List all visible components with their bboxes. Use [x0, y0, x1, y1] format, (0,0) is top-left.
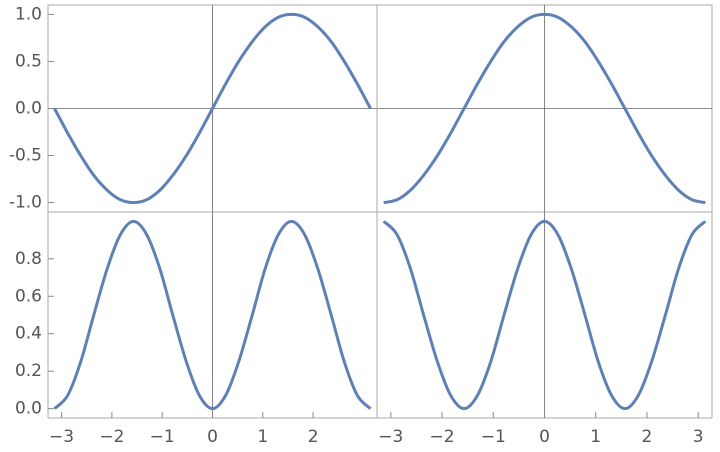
curve — [53, 219, 372, 411]
x-tick-label: −1 — [150, 427, 175, 447]
y-tick-label: 0.5 — [15, 51, 42, 71]
y-tick-label: 0.2 — [15, 361, 42, 381]
x-tick-label: 1 — [590, 427, 601, 447]
curve — [382, 219, 707, 411]
x-tick-label: −3 — [378, 427, 403, 447]
y-tick-label: -1.0 — [9, 193, 42, 213]
y-tick-label: 0.8 — [15, 249, 42, 269]
x-tick-label: 1 — [257, 427, 268, 447]
y-tick-label: 0.6 — [15, 286, 42, 306]
x-tick-label: 0 — [539, 427, 550, 447]
curve — [383, 12, 706, 205]
y-tick-label: -0.5 — [9, 146, 42, 166]
x-tick-label: −1 — [481, 427, 506, 447]
y-tick-label: 0.4 — [15, 324, 42, 344]
y-tick-label: 0.0 — [15, 399, 42, 419]
x-tick-label: 2 — [308, 427, 319, 447]
x-tick-label: 2 — [642, 427, 653, 447]
x-tick-label: 0 — [207, 427, 218, 447]
y-tick-label: 1.0 — [15, 4, 42, 24]
y-tick-label: 0.0 — [15, 99, 42, 119]
x-tick-label: −2 — [99, 427, 124, 447]
x-tick-label: 3 — [693, 427, 704, 447]
curve — [53, 12, 372, 205]
x-tick-label: −3 — [49, 427, 74, 447]
x-tick-label: −2 — [430, 427, 455, 447]
